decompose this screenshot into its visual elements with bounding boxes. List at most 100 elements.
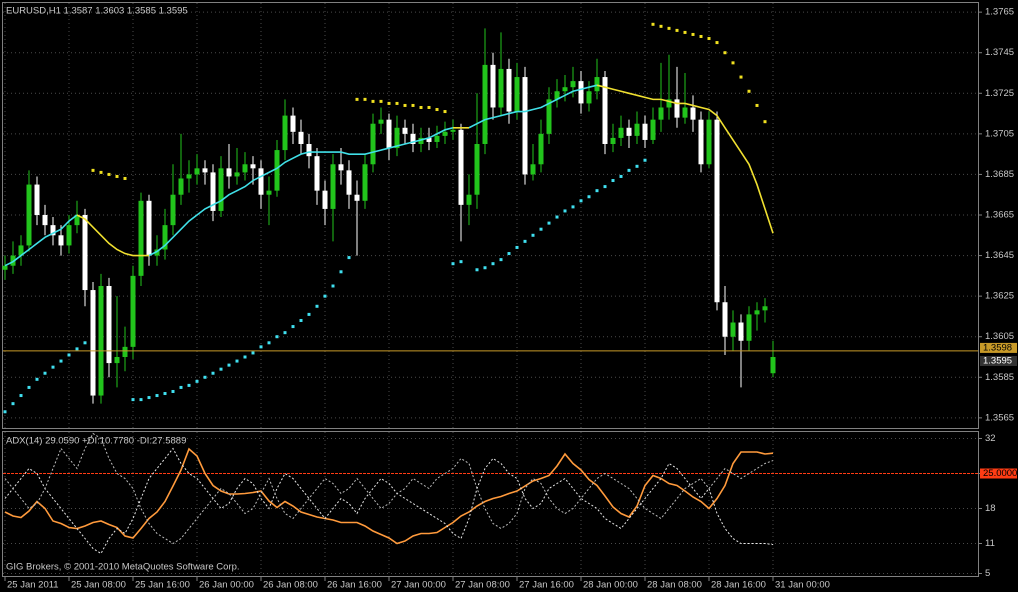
- sar-dot: [691, 32, 695, 36]
- candle-body: [194, 168, 200, 175]
- x-tick-label: 28 Jan 08:00: [647, 580, 702, 591]
- candle-body: [354, 194, 360, 201]
- sar-dot: [579, 199, 583, 203]
- x-tick-label: 31 Jan 00:00: [775, 580, 830, 591]
- candle-body: [538, 133, 544, 165]
- candle-body: [378, 119, 384, 124]
- x-tick-label: 28 Jan 16:00: [711, 580, 766, 591]
- candle-body: [66, 225, 72, 246]
- level-label-box: [980, 468, 1017, 479]
- sar-dot: [635, 164, 639, 168]
- sar-dot: [299, 318, 303, 322]
- chart-title: EURUSD,H1 1.3587 1.3603 1.3585 1.3595: [6, 6, 188, 17]
- candle-body: [714, 119, 720, 303]
- sar-dot: [19, 394, 23, 398]
- candle-body: [690, 107, 696, 120]
- x-tick-label: 27 Jan 00:00: [391, 580, 446, 591]
- candle-body: [154, 249, 160, 256]
- sar-dot: [371, 99, 375, 103]
- plot-layer: 25 Jan 2011 25 Jan 08:00 25 Jan 16:00 26 Ja…: [2, 3, 1017, 591]
- candle-body: [26, 184, 32, 246]
- sar-dot: [659, 24, 663, 28]
- y-tick-label: 5: [985, 568, 990, 579]
- candle-body: [242, 164, 248, 173]
- candle-body: [186, 174, 192, 179]
- x-tick-label: 25 Jan 2011: [7, 580, 59, 591]
- sar-dot: [723, 51, 727, 55]
- level-label: 25.0000: [983, 468, 1017, 479]
- sar-dot: [595, 189, 599, 193]
- sar-dot: [563, 209, 567, 213]
- sar-dot: [43, 371, 47, 375]
- y-tick-label: 1.3665: [985, 210, 1014, 221]
- price-label: 1.3595: [983, 356, 1012, 367]
- candle-body: [10, 255, 16, 266]
- sar-dot: [459, 260, 463, 264]
- sar-dot: [347, 256, 351, 260]
- candle-body: [314, 156, 320, 191]
- candle-body: [658, 107, 664, 120]
- candle-body: [570, 81, 576, 88]
- sar-dot: [427, 105, 431, 109]
- candle-body: [210, 172, 216, 211]
- sar-dot: [451, 262, 455, 266]
- x-tick-label: 25 Jan 08:00: [71, 580, 126, 591]
- x-tick-label: 26 Jan 08:00: [263, 580, 318, 591]
- candle-body: [90, 290, 96, 396]
- candle-body: [202, 168, 208, 173]
- x-tick-label: 25 Jan 16:00: [135, 580, 190, 591]
- candle-body: [298, 131, 304, 144]
- candle-body: [650, 119, 656, 140]
- sar-dot: [667, 26, 671, 30]
- candle-body: [554, 91, 560, 100]
- sar-dot: [619, 174, 623, 178]
- y-tick-label: 11: [985, 538, 995, 549]
- candle-body: [482, 64, 488, 144]
- sar-dot: [115, 174, 119, 178]
- sar-dot: [3, 410, 7, 414]
- sar-dot: [147, 396, 151, 400]
- sar-dot: [27, 385, 31, 389]
- sar-dot: [275, 335, 279, 339]
- candle-body: [706, 119, 712, 165]
- sar-dot: [363, 97, 367, 101]
- moving-average: [76, 84, 774, 257]
- indicator-line: [4, 447, 774, 545]
- sar-dot: [75, 347, 79, 351]
- sar-dot: [611, 179, 615, 183]
- candle-body: [466, 194, 472, 205]
- candle-body: [306, 144, 312, 157]
- sar-dot: [307, 312, 311, 316]
- candle-body: [450, 129, 456, 132]
- candle-body: [138, 200, 144, 276]
- y-tick-label: 18: [985, 503, 996, 514]
- y-tick-label: 1.3725: [985, 88, 1014, 99]
- y-tick-label: 1.3705: [985, 128, 1014, 139]
- sar-dot: [707, 37, 711, 41]
- candle-body: [170, 194, 176, 226]
- sar-dot: [499, 258, 503, 262]
- candle-body: [274, 150, 280, 191]
- sar-dot: [259, 345, 263, 349]
- candle-body: [18, 245, 24, 256]
- candle-body: [218, 168, 224, 211]
- sar-dot: [491, 262, 495, 266]
- sar-dot: [571, 205, 575, 209]
- sar-dot: [195, 379, 199, 383]
- candle-body: [146, 200, 152, 256]
- candle-body: [282, 115, 288, 151]
- candle-body: [666, 99, 672, 108]
- candle-body: [226, 168, 232, 177]
- sar-dot: [419, 105, 423, 109]
- y-tick-label: 1.3745: [985, 47, 1014, 58]
- candle-body: [322, 190, 328, 209]
- moving-average: [4, 84, 598, 267]
- sar-dot: [403, 103, 407, 107]
- sar-dot: [123, 176, 127, 180]
- sar-dot: [395, 101, 399, 105]
- sar-dot: [587, 195, 591, 199]
- price-label-box: [980, 342, 1017, 353]
- candle-body: [642, 123, 648, 140]
- sar-dot: [539, 227, 543, 231]
